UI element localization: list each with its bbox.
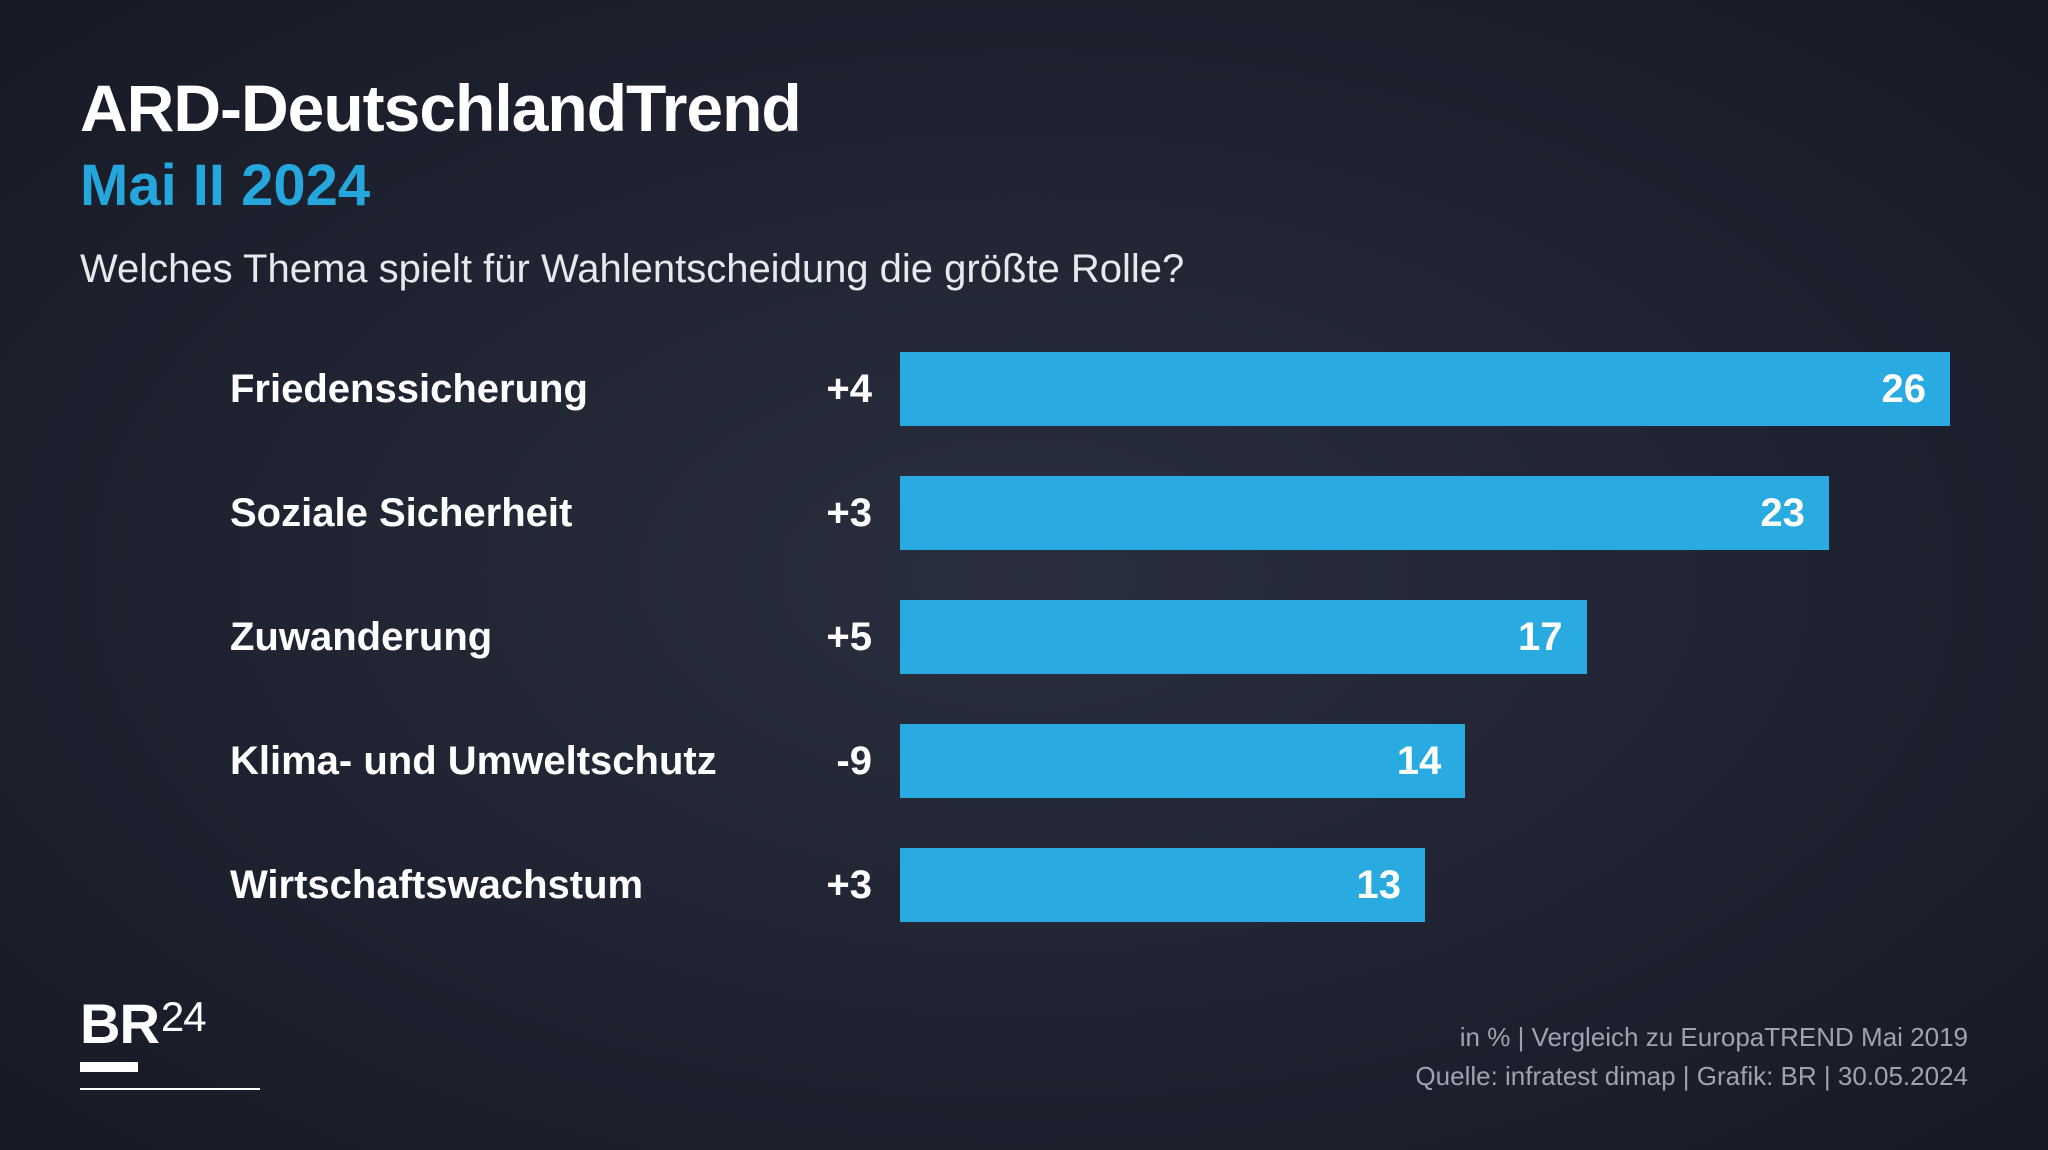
bar-area: 14 [900, 724, 1950, 798]
bar: 26 [900, 352, 1950, 426]
logo-baseline [80, 1088, 260, 1090]
logo-main: BR [80, 991, 159, 1056]
category-label: Klima- und Umweltschutz [80, 739, 780, 784]
delta-value: +3 [780, 863, 900, 908]
bar: 14 [900, 724, 1465, 798]
chart-row: Zuwanderung+517 [80, 600, 1968, 674]
delta-value: -9 [780, 739, 900, 784]
logo-suffix: 24 [161, 993, 206, 1041]
bar-chart: Friedenssicherung+426Soziale Sicherheit+… [80, 352, 1968, 922]
category-label: Soziale Sicherheit [80, 491, 780, 536]
category-label: Wirtschaftswachstum [80, 863, 780, 908]
br24-logo: BR24 [80, 991, 260, 1090]
bar-area: 23 [900, 476, 1950, 550]
category-label: Zuwanderung [80, 615, 780, 660]
footnote-line-1: in % | Vergleich zu EuropaTREND Mai 2019 [1415, 1018, 1968, 1057]
chart-card: ARD-DeutschlandTrend Mai II 2024 Welches… [0, 0, 2048, 922]
subtitle: Mai II 2024 [80, 152, 1968, 219]
bar-area: 17 [900, 600, 1950, 674]
logo-underline [80, 1062, 138, 1072]
title: ARD-DeutschlandTrend [80, 70, 1968, 146]
bar-area: 13 [900, 848, 1950, 922]
bar: 13 [900, 848, 1425, 922]
question: Welches Thema spielt für Wahlentscheidun… [80, 247, 1968, 292]
bar: 23 [900, 476, 1829, 550]
chart-row: Friedenssicherung+426 [80, 352, 1968, 426]
footnote: in % | Vergleich zu EuropaTREND Mai 2019… [1415, 1018, 1968, 1096]
chart-row: Wirtschaftswachstum+313 [80, 848, 1968, 922]
footnote-line-2: Quelle: infratest dimap | Grafik: BR | 3… [1415, 1057, 1968, 1096]
bar-area: 26 [900, 352, 1950, 426]
chart-row: Soziale Sicherheit+323 [80, 476, 1968, 550]
delta-value: +4 [780, 367, 900, 412]
delta-value: +3 [780, 491, 900, 536]
category-label: Friedenssicherung [80, 367, 780, 412]
chart-row: Klima- und Umweltschutz-914 [80, 724, 1968, 798]
bar: 17 [900, 600, 1587, 674]
delta-value: +5 [780, 615, 900, 660]
